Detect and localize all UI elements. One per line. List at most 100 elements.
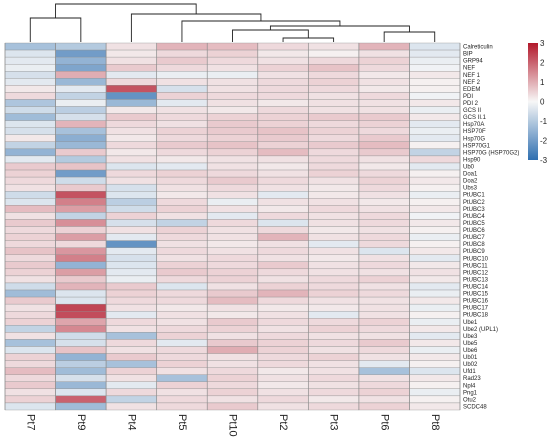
heatmap-cell xyxy=(358,388,410,397)
heatmap-cell xyxy=(156,261,208,270)
heatmap-cells xyxy=(4,42,461,411)
heatmap-cell xyxy=(105,367,157,375)
heatmap-cell xyxy=(308,367,360,375)
heatmap-cell xyxy=(4,296,56,305)
heatmap-cell xyxy=(308,353,360,361)
heatmap-cell xyxy=(105,78,157,86)
heatmap-cell xyxy=(358,42,410,51)
heatmap-cell xyxy=(4,155,56,164)
heatmap-cell xyxy=(4,381,56,390)
heatmap-cell xyxy=(4,120,56,128)
heatmap-cell xyxy=(409,381,461,390)
heatmap-cell xyxy=(156,226,208,234)
heatmap-cell xyxy=(156,388,208,397)
heatmap-cell xyxy=(358,395,410,404)
heatmap-cell xyxy=(55,169,107,178)
heatmap-cell xyxy=(257,395,309,404)
heatmap-cell xyxy=(308,303,360,312)
heatmap-cell xyxy=(257,42,309,51)
heatmap-cell xyxy=(55,346,107,354)
heatmap-cell xyxy=(4,360,56,368)
heatmap-cell xyxy=(207,233,258,241)
row-label: HSP70G1 xyxy=(463,143,491,149)
heatmap-cell xyxy=(156,325,208,333)
heatmap-cell xyxy=(156,85,208,93)
heatmap-cell xyxy=(257,219,309,227)
heatmap-cell xyxy=(358,346,410,354)
row-label: NEF xyxy=(463,66,475,72)
heatmap-cell xyxy=(257,325,309,333)
heatmap-cell xyxy=(55,374,107,382)
heatmap-cell xyxy=(207,303,258,312)
heatmap-cell xyxy=(207,346,258,354)
heatmap-cell xyxy=(105,318,157,326)
heatmap-cell xyxy=(358,325,410,333)
heatmap-cell xyxy=(4,141,56,150)
heatmap-cell xyxy=(4,162,56,171)
heatmap-cell xyxy=(409,261,461,270)
heatmap-cell xyxy=(55,388,107,397)
heatmap-cell xyxy=(156,198,208,206)
heatmap-cell xyxy=(409,205,461,213)
heatmap-cell xyxy=(308,127,360,135)
heatmap-cell xyxy=(105,49,157,58)
heatmap-cell xyxy=(156,395,208,404)
heatmap-cell xyxy=(55,85,107,93)
heatmap-cell xyxy=(55,296,107,305)
heatmap-cell xyxy=(55,360,107,368)
heatmap-cell xyxy=(55,240,107,248)
heatmap-cell xyxy=(358,275,410,284)
heatmap-cell xyxy=(409,282,461,291)
legend-tick-label: -3 xyxy=(540,156,548,165)
heatmap-cell xyxy=(55,120,107,128)
color-legend-bar xyxy=(528,43,538,160)
heatmap-cell xyxy=(257,106,309,114)
heatmap-cell xyxy=(257,63,309,72)
heatmap-cell xyxy=(308,247,360,255)
heatmap-cell xyxy=(257,183,309,192)
row-label: Ube6 xyxy=(463,348,478,354)
heatmap-cell xyxy=(409,120,461,128)
heatmap-cell xyxy=(105,268,157,277)
heatmap-cell xyxy=(207,339,258,347)
heatmap-cell xyxy=(409,92,461,100)
heatmap-cell xyxy=(257,176,309,185)
row-label: Rad23 xyxy=(463,376,481,382)
row-label: PtUBC2 xyxy=(463,200,485,206)
heatmap-cell xyxy=(156,296,208,305)
heatmap-cell xyxy=(257,99,309,107)
row-label: PtUBC4 xyxy=(463,214,485,220)
heatmap-cell xyxy=(207,148,258,157)
heatmap-cell xyxy=(257,289,309,298)
heatmap-cell xyxy=(207,63,258,72)
heatmap-cell xyxy=(156,120,208,128)
heatmap-cell xyxy=(4,176,56,185)
heatmap-cell xyxy=(105,325,157,333)
heatmap-cell xyxy=(55,226,107,234)
heatmap-cell xyxy=(55,176,107,185)
heatmap-cell xyxy=(55,339,107,347)
heatmap-cell xyxy=(105,141,157,150)
heatmap-cell xyxy=(156,134,208,142)
row-label: Png1 xyxy=(463,390,478,396)
heatmap-cell xyxy=(4,85,56,93)
row-label: Ube1 xyxy=(463,320,478,326)
heatmap-cell xyxy=(105,311,157,319)
heatmap-cell xyxy=(4,254,56,262)
heatmap-cell xyxy=(55,395,107,404)
dendrogram-branch xyxy=(130,13,262,42)
legend-tick-label: 2 xyxy=(540,59,545,68)
heatmap-cell xyxy=(257,388,309,397)
heatmap-cell xyxy=(105,395,157,404)
row-label: PtUBC13 xyxy=(463,277,489,283)
row-label: PtUBC1 xyxy=(463,193,485,199)
heatmap-cell xyxy=(308,311,360,319)
heatmap-cell xyxy=(156,42,208,51)
heatmap-cell xyxy=(409,339,461,347)
heatmap-cell xyxy=(308,183,360,192)
heatmap-cell xyxy=(257,374,309,382)
heatmap-cell xyxy=(55,183,107,192)
heatmap-cell xyxy=(409,374,461,382)
heatmap-cell xyxy=(156,183,208,192)
heatmap-cell xyxy=(308,296,360,305)
